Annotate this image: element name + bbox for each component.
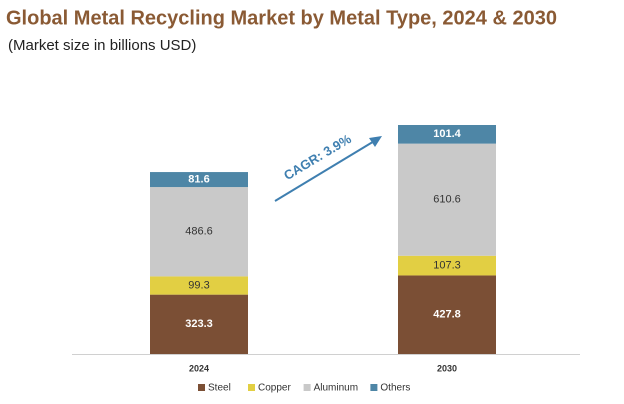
data-label: 427.8 xyxy=(433,309,461,321)
legend-swatch xyxy=(303,384,311,391)
chart-subtitle: (Market size in billions USD) xyxy=(8,37,196,54)
data-label: 81.6 xyxy=(188,173,209,185)
arrow-head xyxy=(369,136,382,147)
bar-segment xyxy=(150,276,248,295)
bar-segment xyxy=(398,143,496,256)
legend-label: Aluminum xyxy=(314,383,358,394)
bar-segment xyxy=(150,187,248,277)
legend-label: Copper xyxy=(258,383,291,394)
bar-segment xyxy=(150,294,248,354)
data-label: 99.3 xyxy=(188,279,209,291)
arrow-line xyxy=(274,139,377,202)
data-label: 323.3 xyxy=(185,318,213,330)
legend-swatch xyxy=(248,384,255,391)
bar-segment xyxy=(150,172,248,188)
bar-segment xyxy=(398,275,496,354)
legend-swatch xyxy=(198,384,205,391)
bar-segment xyxy=(398,125,496,144)
data-label: 101.4 xyxy=(433,128,461,140)
legend-label: Others xyxy=(380,383,410,394)
legend-swatch xyxy=(370,384,378,391)
legend-label: Steel xyxy=(208,383,231,394)
data-label: 107.3 xyxy=(433,259,461,271)
data-label: 610.6 xyxy=(433,194,461,206)
chart-title: Global Metal Recycling Market by Metal T… xyxy=(6,7,557,29)
bar-segment xyxy=(398,255,496,276)
x-tick-label: 2030 xyxy=(437,363,457,373)
x-tick-label: 2024 xyxy=(189,363,209,373)
data-label: 486.6 xyxy=(185,226,213,238)
cagr-annotation: CAGR: 3.9% xyxy=(274,131,382,202)
